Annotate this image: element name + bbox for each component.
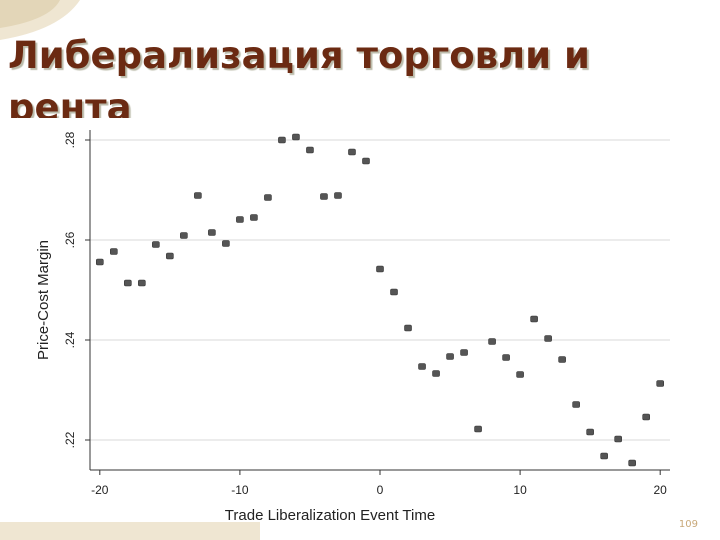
point <box>614 435 622 443</box>
point <box>110 248 118 255</box>
point <box>152 241 160 248</box>
y-axis-label: Price-Cost Margin <box>35 240 52 360</box>
point <box>488 338 496 345</box>
point <box>208 229 216 236</box>
y-tick-label: .28 <box>63 131 77 148</box>
point <box>600 452 608 460</box>
x-tick-label: 10 <box>513 483 527 497</box>
point <box>194 192 202 199</box>
slide-title: Либерализация торговли и рента <box>8 34 590 118</box>
point <box>278 136 286 144</box>
point <box>460 349 468 356</box>
point <box>544 335 552 342</box>
decor <box>0 522 260 540</box>
point <box>320 193 328 200</box>
point <box>292 133 300 141</box>
point <box>642 413 650 421</box>
point <box>222 240 230 247</box>
point <box>516 371 524 378</box>
point <box>96 258 104 266</box>
point <box>348 148 356 156</box>
point <box>502 354 510 361</box>
x-tick-label: 20 <box>654 483 668 497</box>
x-tick-label: 0 <box>377 483 384 497</box>
point <box>306 146 314 154</box>
point <box>656 380 664 387</box>
point <box>376 265 384 273</box>
point <box>572 401 580 408</box>
x-tick-label: -10 <box>231 483 249 497</box>
point <box>236 216 244 223</box>
point <box>180 232 188 239</box>
y-tick-label: .22 <box>63 431 77 448</box>
point <box>390 288 398 296</box>
point <box>418 363 426 370</box>
point <box>362 157 370 165</box>
point <box>586 428 594 436</box>
point <box>530 315 538 323</box>
point <box>138 279 146 287</box>
point <box>628 459 636 467</box>
point <box>250 214 258 221</box>
point <box>446 353 454 360</box>
point <box>474 425 482 433</box>
x-axis-label: Trade Liberalization Event Time <box>225 507 435 524</box>
point <box>404 324 412 332</box>
page-number: 109 <box>678 519 698 530</box>
point <box>124 279 132 287</box>
point <box>432 370 440 377</box>
y-tick-label: .26 <box>63 231 77 248</box>
point <box>264 194 272 201</box>
point <box>558 356 566 363</box>
point <box>166 252 174 260</box>
point <box>334 192 342 199</box>
decor <box>0 0 60 28</box>
x-tick-label: -20 <box>91 483 109 497</box>
y-tick-label: .24 <box>63 331 77 348</box>
